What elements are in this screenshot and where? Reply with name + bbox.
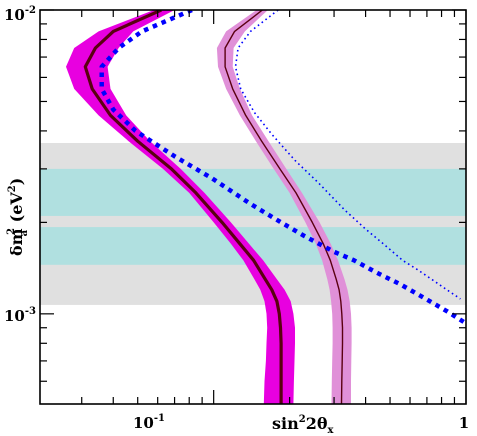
y-tick-label-0: 10-2 xyxy=(4,5,36,24)
series-dark-thin-line xyxy=(224,10,344,404)
series-blue-thin-dotted xyxy=(234,10,461,300)
series-dark-thick-line xyxy=(83,10,283,404)
series-magenta-band xyxy=(66,10,295,404)
x-tick-label-0: 10-1 xyxy=(133,413,165,432)
series-pink-band xyxy=(216,10,352,404)
x-tick-label-1: 1 xyxy=(459,414,469,432)
band-cyan-upper xyxy=(40,168,466,216)
y-tick-label-1: 10-3 xyxy=(4,306,36,325)
series-blue-thick-dotted xyxy=(99,10,466,326)
band-gray-outer xyxy=(40,142,466,305)
x-tick-labels: 10-1 1 xyxy=(133,413,469,432)
bands-layer xyxy=(40,142,466,305)
plot-frame xyxy=(39,9,467,405)
x-axis-label: sin22θx xyxy=(272,414,335,436)
series-layer xyxy=(66,10,466,404)
y-axis-label: δma2 (eV2) xyxy=(6,178,30,256)
y-tick-labels: 10-2 10-3 xyxy=(4,5,36,325)
